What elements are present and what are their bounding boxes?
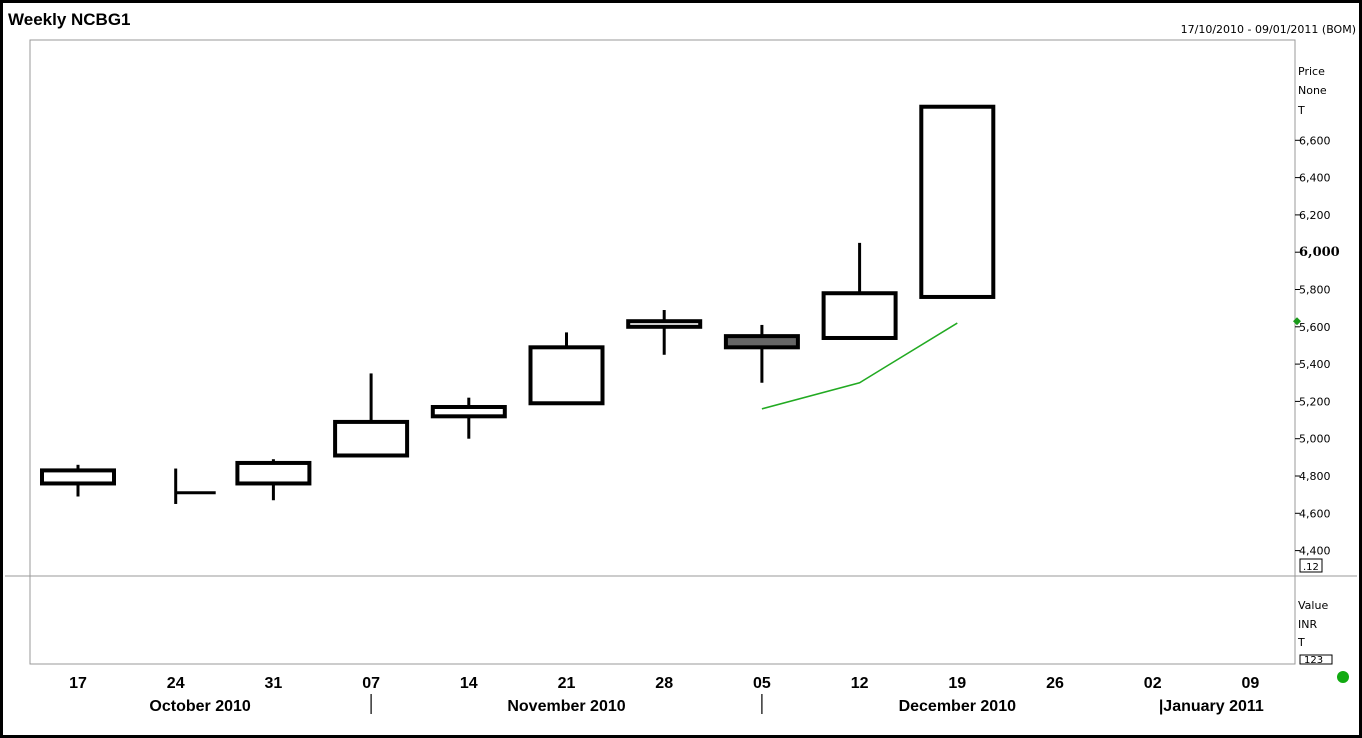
candle-body xyxy=(333,419,410,458)
candle-body xyxy=(235,460,312,486)
value-box-label: 123 xyxy=(1304,655,1323,666)
x-tick-label: 19 xyxy=(948,675,966,692)
y-tick-label: 5,000 xyxy=(1299,433,1331,446)
price-t-label: T xyxy=(1297,104,1305,117)
candle-body xyxy=(40,468,116,486)
month-label: December 2010 xyxy=(899,698,1017,715)
candle-body xyxy=(919,104,996,299)
candle-body xyxy=(723,334,800,350)
status-dot-icon xyxy=(1337,671,1349,683)
x-tick-label: 02 xyxy=(1144,675,1162,692)
moving-average-layer xyxy=(761,317,1301,410)
chart-title: Weekly NCBG1 xyxy=(8,10,131,29)
candles xyxy=(40,104,996,504)
x-tick-label: 26 xyxy=(1046,675,1064,692)
y-tick-label: 4,800 xyxy=(1299,470,1331,483)
x-tick-label: 17 xyxy=(69,675,87,692)
y-tick-label: 5,600 xyxy=(1299,321,1331,334)
y-axis: 4,400 4,600 4,800 5,000 5,200 5,400 5,600 5,800… xyxy=(1295,134,1340,558)
value-currency-label: INR xyxy=(1298,618,1317,631)
y-tick-label: 5,200 xyxy=(1299,395,1331,408)
x-tick-label: 24 xyxy=(167,675,185,692)
candle-body xyxy=(528,345,605,406)
value-box xyxy=(1299,654,1333,665)
last-value-marker xyxy=(1293,317,1301,326)
candle-body xyxy=(626,319,703,329)
y-tick-label: 4,600 xyxy=(1299,507,1331,520)
x-tick-label: 07 xyxy=(362,675,380,692)
y-tick-label: 5,800 xyxy=(1299,284,1331,297)
x-tick-label: 14 xyxy=(460,675,478,692)
price-sub-label: None xyxy=(1298,84,1327,97)
y-tick-label: 4,400 xyxy=(1299,545,1331,558)
y-tick-label: 6,200 xyxy=(1299,209,1331,222)
x-tick-label: 28 xyxy=(655,675,673,692)
value-label: Value xyxy=(1298,599,1328,612)
y-tick-label: 6,000 xyxy=(1299,245,1340,260)
month-label: November 2010 xyxy=(507,698,625,715)
x-tick-label: 12 xyxy=(851,675,869,692)
candle-body xyxy=(821,291,898,340)
month-label: October 2010 xyxy=(149,698,250,715)
price-box xyxy=(1299,558,1323,573)
x-tick-label: 21 xyxy=(558,675,576,692)
candle-body xyxy=(430,404,507,419)
x-tick-label: 05 xyxy=(753,675,771,692)
month-label: |January 2011 xyxy=(1159,698,1264,715)
x-tick-label: 31 xyxy=(265,675,283,692)
value-t-label: T xyxy=(1297,636,1305,649)
x-tick-label: 09 xyxy=(1242,675,1260,692)
y-tick-label: 6,400 xyxy=(1299,172,1331,185)
price-label: Price xyxy=(1298,65,1325,78)
moving-average-line xyxy=(761,322,958,410)
x-axis: 17 24 31 07 14 21 28 05 12 19 26 02 09 October 2010 No… xyxy=(69,675,1264,715)
y-tick-label: 5,400 xyxy=(1299,358,1331,371)
date-range: 17/10/2010 - 09/01/2011 (BOM) xyxy=(1181,23,1356,36)
y-tick-label: 6,600 xyxy=(1299,134,1331,147)
price-box-label: .12 xyxy=(1303,562,1319,573)
